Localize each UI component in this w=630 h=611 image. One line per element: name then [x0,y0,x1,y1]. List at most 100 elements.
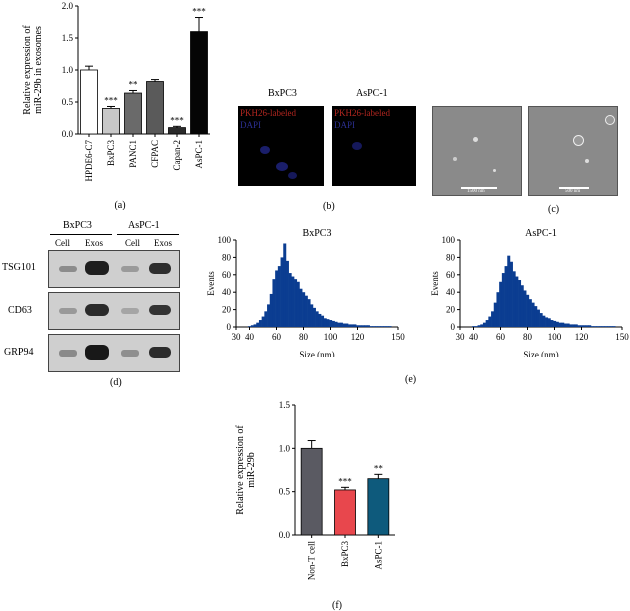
vesicle [453,157,457,161]
histogram-bar [334,321,338,327]
blot-band [121,350,139,357]
histogram-bar [504,266,508,327]
blot-band [149,347,171,358]
x-tick-label: 150 [615,332,629,342]
histogram-bar [542,315,546,327]
histogram-bar [388,326,392,327]
y-tick-label: 0.5 [279,487,291,497]
histogram-bar [585,325,589,327]
histogram-bar [572,324,576,327]
histogram-bar [607,326,611,327]
y-tick-label: 100 [218,235,232,245]
histogram-bar [534,306,538,327]
histogram-bar [256,322,260,327]
y-axis-label: Events [430,271,440,296]
histogram-bar [501,273,505,327]
histogram-bar [369,326,373,327]
legend-dapi: DAPI [334,120,356,130]
bar [102,108,120,135]
histogram-bar [302,292,306,327]
histogram-bar [356,325,360,327]
histogram-bar [296,281,300,327]
histogram-bar [509,261,513,327]
histogram-bar [531,302,535,327]
histogram-bar [310,304,314,327]
histogram-bar [331,320,335,327]
histogram-bar [272,279,276,327]
histogram-bar [253,324,257,327]
panel-c-label: (c) [548,204,560,215]
y-tick-label: 0 [227,322,232,332]
y-tick-label: 1.0 [62,65,74,75]
panel-b-title-aspc1: AsPC-1 [356,88,388,99]
panel-b-title-bxpc3: BxPC3 [268,88,297,99]
scale-bar [559,187,589,189]
y-tick-label: 20 [446,305,456,315]
histogram-bar [480,324,484,327]
bar [146,81,164,135]
x-tick-label: AsPC-1 [194,140,204,169]
x-tick-label: AsPC-1 [373,541,383,570]
histogram-bar [523,290,527,327]
y-tick-label: 100 [442,235,456,245]
histogram-bar [555,321,559,327]
blot-band [85,345,109,360]
x-tick-label: 80 [299,332,309,342]
vesicle [605,115,615,125]
histogram-bar [482,322,486,327]
y-tick-label: 1.0 [279,443,291,453]
histogram-bar [609,326,613,327]
histogram-bar [582,325,586,327]
nucleus-blob [352,142,362,150]
y-tick-label: 40 [446,287,456,297]
histogram-bar [545,317,549,327]
protein-label: TSG101 [2,262,36,273]
blot-row-cd63 [48,292,180,330]
histogram-bar [536,309,540,327]
histogram-bar [485,320,489,327]
vesicle [585,159,589,163]
chart-title: AsPC-1 [525,228,557,239]
y-tick-label: 1.5 [279,400,291,410]
group-label-aspc1: AsPC-1 [128,220,160,231]
histogram-bar [520,285,524,327]
histogram-bar [312,307,316,327]
x-tick-label: CFPAC [150,140,160,168]
bar [80,69,98,135]
x-tick-label: 40 [469,332,479,342]
chart-f: 0.0 0.5 1.0 1.5 Relative expression of miR-29… [235,400,395,611]
histogram-bar [512,271,516,327]
histogram-bar [499,281,503,327]
x-tick-label: PANC1 [128,140,138,168]
blot-row-grp94 [48,334,180,372]
significance-label: *** [192,7,206,17]
histogram-bar [372,326,376,327]
histogram-bar [267,304,271,327]
histogram-bar [345,323,349,327]
scale-label-right: 500 nm [565,189,581,194]
x-tick-label: 60 [272,332,282,342]
blot-band [85,261,109,275]
histogram-bar [315,311,319,327]
histogram-bar [269,293,273,327]
blot-band [85,304,109,316]
histogram-bar [350,324,354,327]
histogram-bar [364,325,368,327]
histogram-bar [294,279,298,327]
histogram-bar [353,324,357,327]
blot-band [59,266,77,272]
histogram-bar [526,294,530,327]
histogram-bar [285,260,289,327]
histogram-bar [261,316,265,327]
panel-e-label: (e) [405,374,417,385]
histogram-bar [326,319,330,327]
histogram-bar [358,325,362,327]
histogram-bar [361,325,365,327]
histogram-bar [377,326,381,327]
histogram-bar [488,316,492,327]
blot-band [149,305,171,315]
histogram-bar [553,320,557,327]
fluorescence-image-aspc1: PKH26-labeled DAPI [332,106,416,186]
histogram-bar [366,325,370,327]
panel-label: (a) [114,200,125,210]
